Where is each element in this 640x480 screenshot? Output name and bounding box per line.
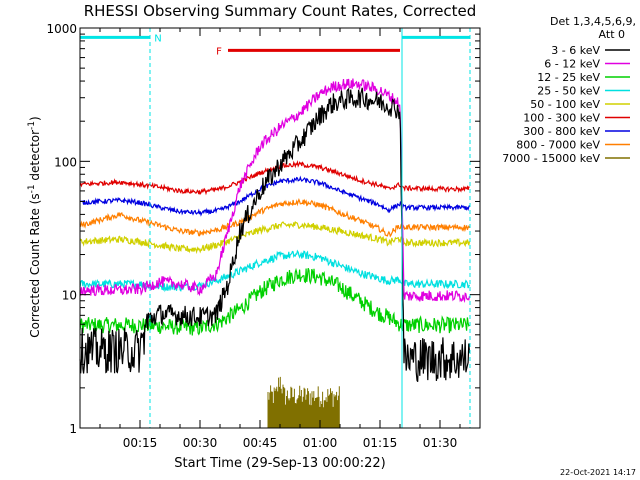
legend-label-7: 300 - 800 keV — [523, 125, 600, 138]
legend-label-9: 7000 - 15000 keV — [502, 152, 600, 165]
y-axis-title-main: Corrected Count Rate (s — [28, 193, 42, 337]
y-axis-title-sup2: -1 — [27, 121, 37, 130]
y-axis-title: Corrected Count Rate (s-1 detector-1) — [27, 116, 42, 337]
y-axis-title-sup1: -1 — [27, 184, 37, 193]
legend-header-line2: Att 0 — [599, 28, 625, 41]
y-tick-label: 10 — [62, 289, 77, 303]
x-tick-label: 00:15 — [123, 436, 158, 450]
legend-header-line1: Det 1,3,4,5,6,9, — [550, 15, 636, 28]
legend-label-6: 100 - 300 keV — [523, 112, 600, 125]
series-line-6 — [79, 160, 470, 196]
x-tick-label: 01:00 — [303, 436, 338, 450]
legend-label-2: 6 - 12 keV — [544, 58, 600, 71]
y-tick-label: 1000 — [46, 22, 77, 36]
series-line-1 — [79, 87, 471, 382]
plot-area: N F 00:15 00:30 00:45 01:00 01:15 01:30 1 10 100 10… — [46, 22, 481, 450]
x-tick-label: 00:30 — [183, 436, 218, 450]
series-line-4 — [79, 249, 471, 293]
series-line-7 — [79, 175, 471, 217]
y-axis-title-mid: detector — [28, 130, 42, 185]
legend-label-3: 12 - 25 keV — [537, 71, 600, 84]
x-tick-label: 01:15 — [363, 436, 398, 450]
x-axis-title: Start Time (29-Sep-13 00:00:22) — [174, 456, 385, 471]
y-tick-label: 100 — [54, 155, 77, 169]
x-tick-label: 01:30 — [423, 436, 458, 450]
series-line-2 — [79, 78, 471, 304]
series-line-9 — [267, 376, 340, 428]
legend-label-8: 800 - 7000 keV — [516, 139, 600, 152]
chart-title: RHESSI Observing Summary Count Rates, Co… — [84, 2, 477, 20]
y-tick-label: 1 — [69, 422, 77, 436]
legend-label-4: 25 - 50 keV — [537, 85, 600, 98]
series-line-8 — [79, 198, 471, 238]
y-axis-title-end: ) — [28, 116, 42, 121]
x-tick-label: 00:45 — [243, 436, 278, 450]
plot-timestamp: 22-Oct-2021 14:17 — [560, 468, 636, 477]
legend-label-5: 50 - 100 keV — [530, 98, 600, 111]
legend-label-1: 3 - 6 keV — [551, 44, 600, 57]
flare-label: F — [216, 46, 222, 57]
night-label: N — [154, 33, 161, 44]
series-line-5 — [79, 220, 471, 255]
